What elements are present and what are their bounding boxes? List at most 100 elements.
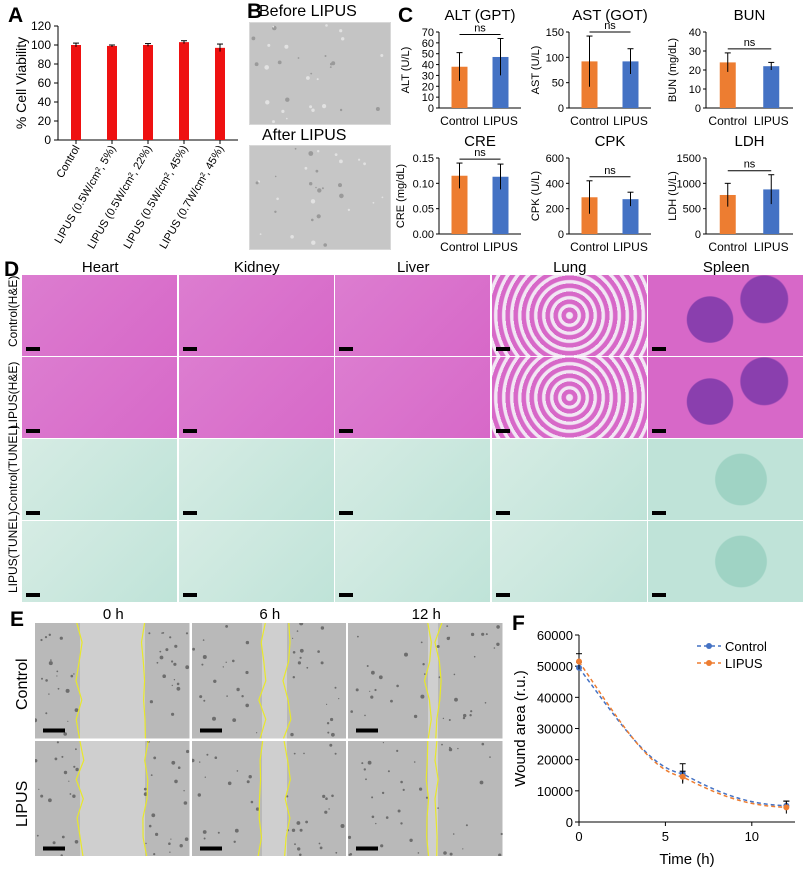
y-tick-label: 20 [689, 65, 701, 77]
cell-speck [361, 761, 364, 764]
cell-speck [244, 703, 249, 708]
cell-speck [334, 851, 337, 854]
cell-speck [222, 666, 224, 668]
cell-speck [202, 699, 205, 702]
wound-edge-left [257, 740, 263, 856]
cell-speck [400, 821, 403, 825]
cell-speck [364, 714, 366, 717]
cell-speck [231, 718, 236, 722]
cell-speck [60, 853, 63, 856]
wound-image [348, 623, 503, 739]
cell-speck [305, 666, 308, 669]
x-tick-label: 0 [575, 829, 582, 844]
chart-c-bun: BUN 0 10 20 30 40 BUN (mg/dL) Control LIPUS ns [667, 7, 793, 128]
cell-speck [150, 773, 153, 776]
scale-bar [26, 592, 40, 597]
data-point-lipus [783, 804, 790, 811]
cell-speck [72, 794, 76, 798]
cell-speck [156, 661, 159, 664]
cell-speck [75, 767, 79, 771]
cell-speck [484, 702, 487, 704]
data-point-lipus [679, 773, 686, 780]
wound-edge-left [75, 623, 83, 739]
cell-speck [186, 749, 190, 753]
cell-speck [325, 703, 327, 705]
cell-speck [197, 792, 201, 797]
cell-speck [61, 755, 64, 758]
cell-speck [382, 741, 384, 743]
wound-edge-right [140, 623, 146, 739]
cell-speck [357, 635, 359, 638]
cell-speck [296, 820, 300, 825]
y-tick-label: 50000 [537, 659, 573, 674]
wound-edge-right [281, 623, 292, 739]
cell-speck [454, 697, 458, 702]
cell-speck [236, 769, 238, 772]
cell-speck [171, 684, 173, 687]
cell-speck [148, 632, 151, 635]
cell-speck [400, 780, 403, 783]
significance-label: ns [474, 147, 486, 159]
significance-label: ns [744, 37, 756, 49]
cell-speck [367, 760, 372, 765]
y-tick-label: 10 [689, 84, 701, 96]
cell-speck [297, 661, 301, 665]
cell-speck [185, 632, 189, 635]
wound-gap [80, 740, 145, 856]
cell-speck [481, 742, 485, 745]
cell-speck [292, 676, 295, 679]
timepoint-label: 12 h [411, 606, 441, 623]
histology-image [491, 275, 647, 356]
cell-speck [67, 720, 69, 722]
cell-speck [48, 633, 51, 636]
y-tick-label: 30 [689, 46, 701, 58]
chart-c-cre: CRE 0.00 0.05 0.10 0.15 CRE (mg/dL) Control LIP… [395, 133, 521, 254]
y-tick-label: 70 [422, 27, 434, 39]
y-axis-label: Wound area (r.u.) [512, 670, 529, 786]
wound-image [35, 740, 190, 856]
cell-speck [319, 846, 322, 849]
cell-speck [177, 765, 181, 769]
cell-speck [292, 651, 295, 654]
cell-speck [159, 655, 164, 660]
cell-speck [73, 673, 75, 675]
bar-lipus [763, 189, 780, 234]
cell-speck [183, 789, 185, 791]
cell-speck [61, 835, 65, 838]
wound-image [348, 740, 503, 856]
scale-bar [652, 428, 666, 433]
y-axis-label: CPK (U/L) [530, 171, 542, 221]
cell-speck [457, 747, 459, 749]
cell-speck [225, 695, 228, 697]
x-tick-label: LIPUS (0.5W/cm², 22%) [86, 144, 155, 252]
cell-speck [409, 838, 413, 842]
cell-speck [390, 699, 393, 703]
cell-speck [57, 687, 60, 690]
wound-edge-left [75, 740, 85, 856]
cell-speck [250, 800, 253, 803]
y-tick-label: 10000 [537, 784, 573, 799]
cell-speck [255, 806, 259, 811]
x-tick-label: LIPUS [754, 114, 789, 128]
cell-speck [202, 639, 204, 641]
y-tick-label: 50 [422, 49, 434, 61]
significance-label: ns [474, 23, 486, 35]
cell-speck [296, 630, 298, 632]
cell-speck [299, 648, 304, 653]
cell-speck [204, 776, 206, 778]
x-tick-label: LIPUS (0.5W/cm², 45%) [122, 144, 191, 252]
group-row-label: LIPUS [14, 781, 31, 828]
y-tick-label: 100 [546, 52, 564, 64]
panel-letter-e: E [10, 608, 25, 631]
scale-bar [182, 346, 197, 351]
scale-bar [356, 728, 378, 733]
tissue-label-lung: Lung [553, 259, 587, 276]
cell-speck [63, 732, 67, 736]
chart-c-ldh: LDH 0 500 1000 1500 LDH (U/L) Control LIPUS ns [667, 133, 793, 254]
y-tick-label: 50 [552, 78, 564, 90]
cell-speck [169, 851, 171, 853]
legend-label-lipus: LIPUS [725, 656, 763, 671]
cell-speck [212, 679, 216, 683]
cell-speck [59, 636, 63, 640]
histology-image [22, 521, 177, 602]
